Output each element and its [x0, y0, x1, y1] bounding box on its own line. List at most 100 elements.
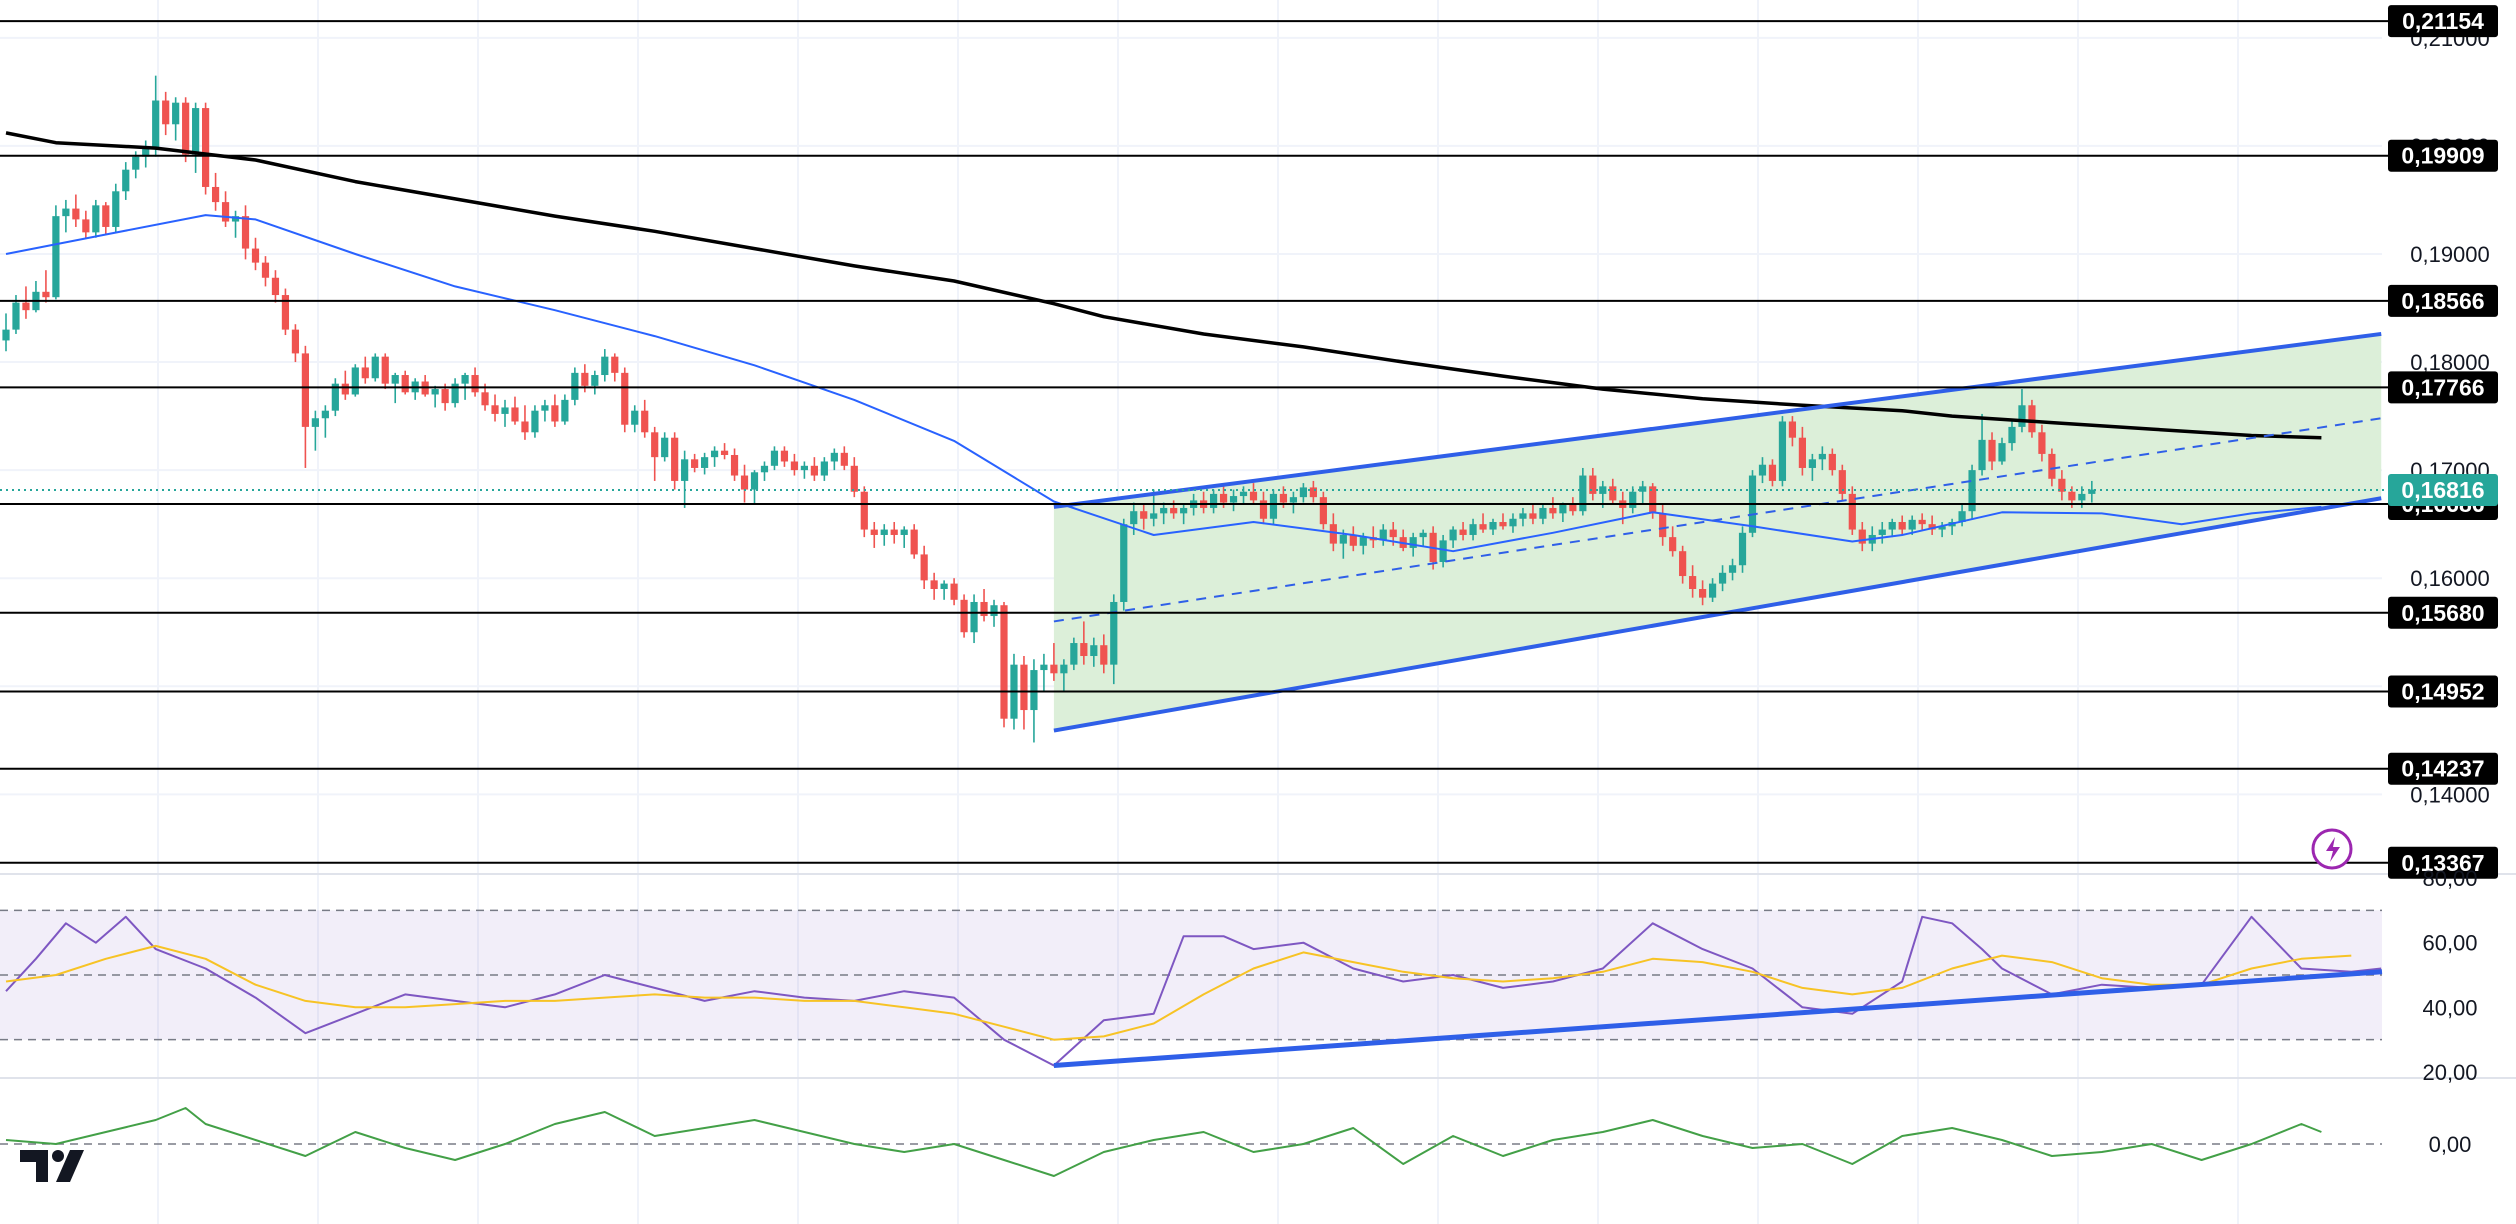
candle-body — [1279, 493, 1288, 503]
candle-up — [2008, 421, 2016, 451]
candle-up — [1209, 489, 1218, 514]
candle-down — [261, 256, 270, 287]
candle-down — [890, 522, 898, 544]
last-price-tag — [2388, 474, 2498, 507]
candle-body — [840, 452, 848, 466]
candle-body — [1459, 529, 1467, 535]
osc-line — [5, 1107, 2322, 1177]
candle-up — [2018, 389, 2026, 433]
candle-body — [1878, 529, 1886, 535]
candle-up — [112, 183, 120, 233]
candle-body — [1040, 664, 1048, 671]
level-tag-label: 0,21154 — [2402, 8, 2484, 34]
candle-up — [631, 405, 639, 433]
candle-body — [870, 529, 878, 535]
candle-down — [1689, 565, 1697, 598]
candle-down — [421, 375, 429, 397]
candle-body — [1219, 493, 1228, 503]
candle-body — [730, 454, 739, 476]
candle-up — [1878, 522, 1886, 544]
candle-body — [1239, 491, 1248, 497]
candle-body — [1828, 453, 1836, 471]
candle-down — [2048, 448, 2056, 487]
price-axis[interactable]: 0,210000,200000,190000,180000,170000,160… — [2388, 5, 2498, 1157]
lightning-icon[interactable] — [2311, 828, 2353, 870]
candle-body — [920, 554, 928, 581]
candle-down — [511, 396, 519, 425]
candle-body — [2, 329, 10, 341]
candle-down — [870, 522, 878, 548]
candle-body — [1858, 529, 1866, 544]
candle-down — [1828, 448, 1836, 476]
candle-body — [1289, 497, 1298, 503]
candle-body — [1728, 565, 1737, 573]
candle-down — [251, 237, 260, 271]
ma-long-line — [5, 131, 2322, 440]
candle-body — [790, 461, 799, 471]
candle-up — [1090, 637, 1098, 667]
candle-body — [1180, 507, 1188, 514]
candle-down — [72, 194, 80, 227]
candle-body — [1519, 513, 1527, 519]
candle-up — [681, 450, 689, 508]
oscillator-pane[interactable] — [0, 1107, 2382, 1177]
candle-up — [62, 199, 70, 233]
tradingview-logo[interactable] — [20, 1150, 84, 1182]
candle-body — [1708, 583, 1717, 598]
candle-body — [381, 356, 389, 384]
candle-down — [810, 457, 818, 481]
candle-body — [1808, 459, 1816, 468]
candle-down — [301, 345, 309, 468]
candle-up — [1070, 637, 1078, 671]
candle-down — [1798, 426, 1806, 476]
price-pane[interactable] — [0, 20, 2390, 864]
rsi-pane[interactable] — [0, 909, 2383, 1069]
candle-body — [1339, 534, 1347, 544]
candle-body — [1000, 605, 1008, 719]
candle-down — [1349, 526, 1357, 552]
candle-body — [1559, 504, 1567, 514]
candle-up — [1738, 526, 1747, 573]
candle-down — [1928, 515, 1936, 535]
candle-up — [1519, 507, 1527, 527]
candle-body — [1848, 493, 1856, 530]
candle-body — [471, 375, 479, 393]
candle-up — [1818, 446, 1826, 471]
candle-body — [301, 353, 309, 427]
candle-up — [1559, 502, 1567, 522]
candle-body — [1918, 519, 1926, 525]
candle-up — [32, 280, 40, 313]
candle-up — [52, 205, 60, 300]
rsi-trendline — [1053, 969, 2383, 1069]
candle-down — [1140, 504, 1148, 530]
candle-body — [1449, 529, 1457, 541]
candle-down — [1549, 497, 1557, 519]
candle-body — [1589, 475, 1597, 494]
candle-body — [271, 277, 280, 296]
candle-up — [1030, 659, 1038, 743]
candle-body — [92, 205, 100, 233]
candle-body — [1050, 664, 1058, 674]
candle-body — [1908, 519, 1916, 530]
candle-body — [1329, 524, 1337, 544]
candle-body — [142, 148, 150, 157]
candle-up — [760, 461, 769, 481]
candle-body — [2038, 432, 2046, 454]
candle-up — [1299, 483, 1307, 503]
candle-body — [2088, 489, 2096, 494]
candle-body — [1818, 453, 1826, 460]
candle-body — [671, 437, 679, 481]
candle-up — [321, 405, 329, 438]
candle-body — [351, 367, 359, 395]
candle-body — [2008, 426, 2016, 444]
price-tick-label: 0,19000 — [2410, 242, 2490, 267]
candle-body — [1489, 522, 1497, 530]
candle-down — [730, 448, 739, 481]
candle-up — [710, 446, 719, 467]
candle-down — [1050, 643, 1058, 681]
candle-up — [830, 448, 838, 471]
candle-body — [1419, 532, 1427, 538]
candle-body — [291, 329, 300, 354]
candle-down — [291, 324, 300, 363]
